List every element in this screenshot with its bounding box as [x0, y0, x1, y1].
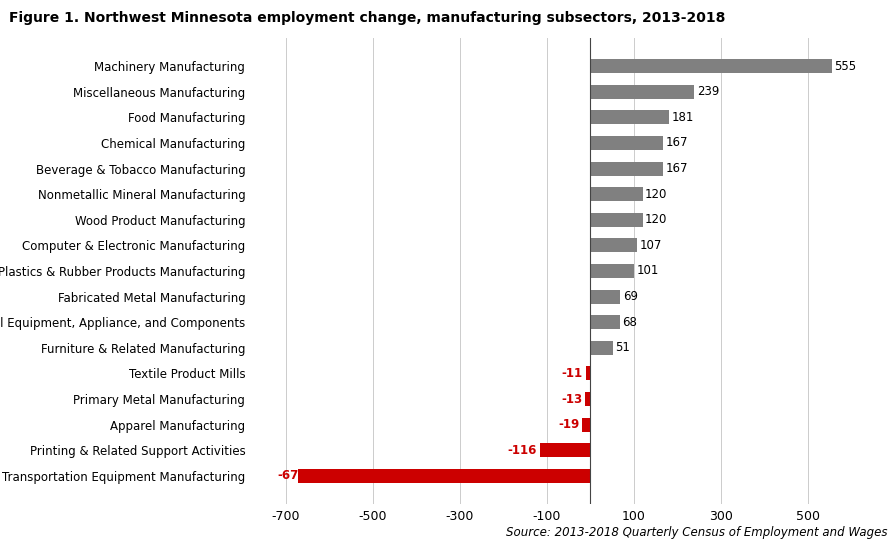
- Text: 107: 107: [640, 239, 662, 252]
- Bar: [590, 213, 642, 227]
- Text: -671: -671: [277, 469, 306, 482]
- Text: -11: -11: [562, 367, 583, 380]
- Bar: [590, 315, 620, 329]
- Bar: [590, 187, 642, 201]
- Bar: [540, 443, 590, 457]
- Text: 51: 51: [616, 341, 630, 354]
- Text: 167: 167: [666, 137, 688, 150]
- Text: 101: 101: [637, 264, 659, 278]
- Text: 555: 555: [834, 60, 857, 73]
- Text: 181: 181: [672, 111, 694, 124]
- Text: 120: 120: [645, 188, 668, 201]
- Bar: [590, 341, 613, 355]
- Bar: [590, 136, 663, 150]
- Text: 68: 68: [623, 315, 637, 328]
- Text: Source: 2013-2018 Quarterly Census of Employment and Wages: Source: 2013-2018 Quarterly Census of Em…: [505, 526, 887, 539]
- Text: 167: 167: [666, 162, 688, 175]
- Bar: [590, 238, 637, 253]
- Text: 239: 239: [697, 85, 719, 98]
- Bar: [590, 111, 669, 125]
- Text: Figure 1. Northwest Minnesota employment change, manufacturing subsectors, 2013-: Figure 1. Northwest Minnesota employment…: [9, 11, 726, 25]
- Bar: [586, 366, 590, 380]
- Text: -116: -116: [508, 444, 538, 457]
- Bar: [590, 289, 620, 304]
- Bar: [585, 392, 590, 406]
- Text: -19: -19: [558, 418, 580, 431]
- Bar: [590, 162, 663, 176]
- Bar: [298, 469, 590, 483]
- Text: -13: -13: [561, 392, 582, 405]
- Bar: [590, 85, 694, 99]
- Bar: [590, 59, 831, 73]
- Bar: [590, 264, 634, 278]
- Text: 69: 69: [623, 290, 638, 303]
- Text: 120: 120: [645, 214, 668, 227]
- Bar: [582, 417, 590, 431]
